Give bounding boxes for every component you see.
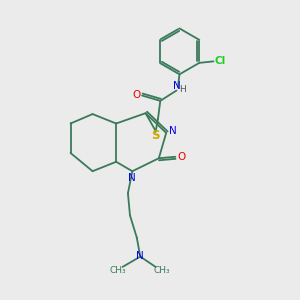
Text: S: S xyxy=(151,129,160,142)
Text: H: H xyxy=(180,85,186,94)
Text: CH₃: CH₃ xyxy=(110,266,127,275)
Text: N: N xyxy=(128,173,136,183)
Text: O: O xyxy=(178,152,186,162)
Text: N: N xyxy=(169,126,176,136)
Text: N: N xyxy=(136,251,144,261)
Text: Cl: Cl xyxy=(214,56,226,66)
Text: CH₃: CH₃ xyxy=(154,266,170,275)
Text: N: N xyxy=(172,81,180,91)
Text: O: O xyxy=(133,90,141,100)
